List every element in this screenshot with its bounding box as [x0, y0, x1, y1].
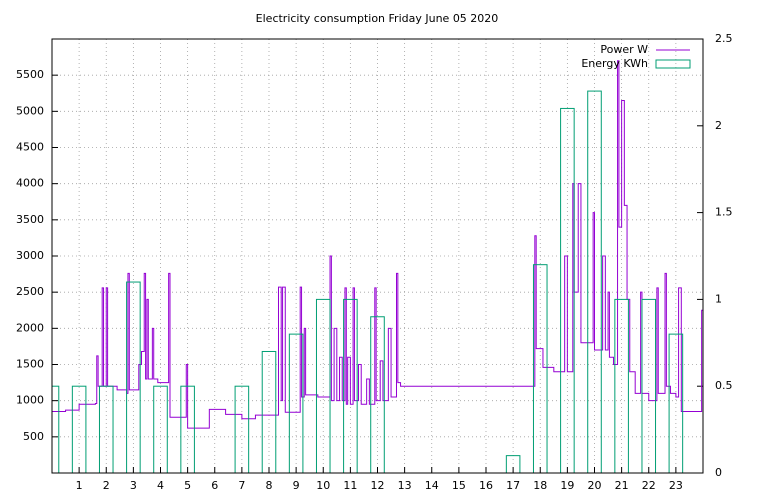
x-tick-label: 8	[266, 479, 273, 492]
x-tick-label: 1	[76, 479, 83, 492]
energy-bar	[288, 333, 304, 473]
energy-bar	[71, 385, 87, 473]
x-tick-label: 21	[615, 479, 629, 492]
legend-swatch	[655, 59, 691, 69]
energy-bar	[343, 298, 358, 473]
x-tick-label: 23	[669, 479, 683, 492]
plot-area	[52, 60, 703, 473]
plot-border	[51, 38, 704, 474]
energy-bar	[261, 350, 277, 473]
y2-tick-label: 0	[715, 466, 722, 479]
energy-bar	[234, 385, 250, 473]
energy-bar	[587, 90, 602, 473]
energy-bar	[560, 107, 575, 473]
x-tick-label: 16	[479, 479, 493, 492]
energy-bar	[370, 316, 385, 473]
energy-bar	[641, 298, 657, 473]
x-tick-label: 14	[425, 479, 439, 492]
y-tick-label: 1500	[16, 358, 44, 371]
x-tick-label: 9	[293, 479, 300, 492]
energy-bar	[668, 333, 684, 473]
y2-tick-label: 0.5	[715, 379, 733, 392]
energy-bar	[98, 385, 114, 473]
y-tick-label: 4000	[16, 177, 44, 190]
x-tick-label: 15	[452, 479, 466, 492]
power-line	[52, 60, 703, 429]
y-tick-label: 4500	[16, 141, 44, 154]
energy-bar	[614, 298, 629, 473]
x-tick-label: 10	[316, 479, 330, 492]
y-tick-label: 3000	[16, 249, 44, 262]
x-tick-label: 7	[238, 479, 245, 492]
x-tick-label: 5	[184, 479, 191, 492]
y-tick-label: 1000	[16, 394, 44, 407]
x-tick-label: 13	[398, 479, 412, 492]
y-tick-label: 2500	[16, 285, 44, 298]
energy-bar	[153, 385, 168, 473]
y2-tick-label: 1	[715, 292, 722, 305]
energy-bar	[180, 385, 195, 473]
x-tick-label: 18	[533, 479, 547, 492]
energy-bar	[532, 264, 548, 473]
x-tick-label: 19	[560, 479, 574, 492]
x-tick-label: 22	[642, 479, 656, 492]
energy-bar	[505, 455, 521, 473]
y-tick-label: 2000	[16, 321, 44, 334]
energy-bar	[126, 281, 141, 473]
x-tick-label: 11	[343, 479, 357, 492]
y2-tick-label: 2	[715, 119, 722, 132]
y-tick-label: 500	[23, 430, 44, 443]
y-tick-label: 5500	[16, 68, 44, 81]
x-tick-label: 4	[157, 479, 164, 492]
x-tick-label: 20	[588, 479, 602, 492]
y-tick-label: 5000	[16, 104, 44, 117]
x-tick-label: 12	[371, 479, 385, 492]
x-tick-label: 6	[211, 479, 218, 492]
x-tick-label: 2	[103, 479, 110, 492]
energy-bar	[52, 385, 60, 473]
y-tick-label: 3500	[16, 213, 44, 226]
y2-tick-label: 2.5	[715, 32, 733, 45]
chart-title: Electricity consumption Friday June 05 2…	[256, 12, 499, 25]
x-tick-label: 3	[130, 479, 137, 492]
x-tick-label: 17	[506, 479, 520, 492]
legend-label: Energy KWh	[581, 57, 648, 70]
energy-bar	[315, 298, 331, 473]
legend-label: Power W	[600, 43, 648, 56]
y2-tick-label: 1.5	[715, 206, 733, 219]
